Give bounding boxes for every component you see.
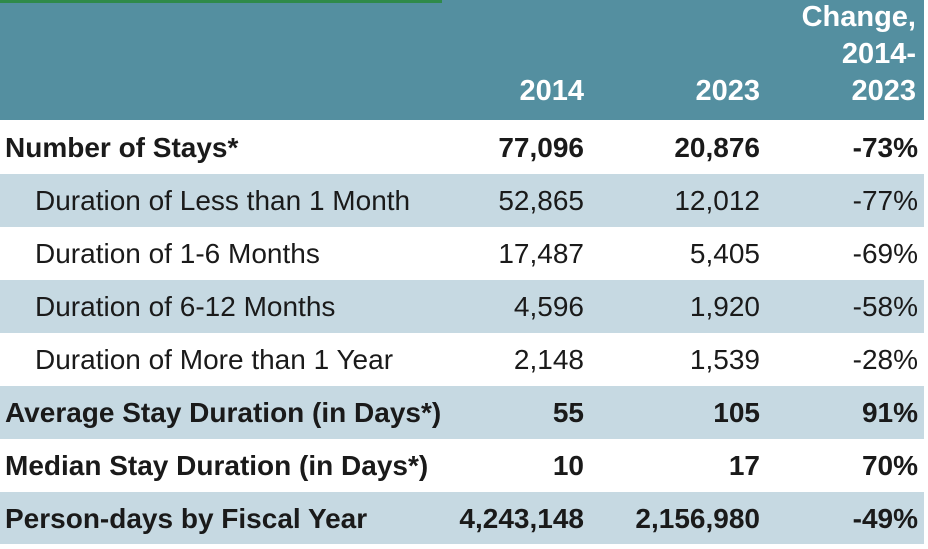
table-row-average-duration: Average Stay Duration (in Days*) 55 105 … bbox=[0, 386, 924, 439]
table-row-less-than-1-month: Duration of Less than 1 Month 52,865 12,… bbox=[0, 174, 924, 227]
table-header: 2014 2023 Change, 2014- 2023 bbox=[0, 0, 924, 120]
row-label: Person-days by Fiscal Year bbox=[5, 502, 368, 534]
table-row-person-days: Person-days by Fiscal Year 4,243,148 2,1… bbox=[0, 492, 924, 545]
value-2023: 1,539 bbox=[689, 343, 760, 375]
header-change-line3: 2023 bbox=[851, 75, 916, 107]
value-2023: 20,876 bbox=[674, 131, 760, 163]
header-change-line2: 2014- bbox=[841, 38, 916, 70]
value-change: -58% bbox=[852, 290, 918, 322]
value-2023: 2,156,980 bbox=[635, 502, 760, 534]
value-2014: 4,596 bbox=[513, 290, 584, 322]
row-label: Number of Stays* bbox=[5, 131, 239, 163]
row-label: Duration of More than 1 Year bbox=[35, 343, 394, 375]
row-label: Duration of 1-6 Months bbox=[35, 237, 320, 269]
value-2014: 55 bbox=[552, 396, 584, 428]
row-label: Duration of Less than 1 Month bbox=[35, 184, 411, 216]
value-2014: 4,243,148 bbox=[459, 502, 584, 534]
value-change: -69% bbox=[852, 237, 918, 269]
row-label: Median Stay Duration (in Days*) bbox=[5, 449, 429, 481]
table-row-number-of-stays: Number of Stays* 77,096 20,876 -73% bbox=[0, 121, 924, 174]
header-2014: 2014 bbox=[519, 75, 584, 107]
value-2023: 1,920 bbox=[689, 290, 760, 322]
value-change: -28% bbox=[852, 343, 918, 375]
header-2023: 2023 bbox=[695, 75, 760, 107]
value-2014: 77,096 bbox=[498, 131, 584, 163]
value-2014: 17,487 bbox=[498, 237, 584, 269]
value-2023: 5,405 bbox=[689, 237, 760, 269]
value-2023: 105 bbox=[713, 396, 760, 428]
value-2014: 2,148 bbox=[513, 343, 584, 375]
row-label: Average Stay Duration (in Days*) bbox=[5, 396, 442, 428]
table-row-1-6-months: Duration of 1-6 Months 17,487 5,405 -69% bbox=[0, 227, 924, 280]
header-change: Change, 2014- 2023 bbox=[802, 0, 916, 110]
value-2014: 52,865 bbox=[498, 184, 584, 216]
table-row-more-than-1-year: Duration of More than 1 Year 2,148 1,539… bbox=[0, 333, 924, 386]
value-2023: 12,012 bbox=[674, 184, 760, 216]
table-bottom-edge bbox=[0, 544, 924, 549]
value-change: -49% bbox=[852, 502, 918, 534]
table-row-6-12-months: Duration of 6-12 Months 4,596 1,920 -58% bbox=[0, 280, 924, 333]
value-2014: 10 bbox=[552, 449, 584, 481]
value-change: 70% bbox=[861, 449, 918, 481]
table-row-median-duration: Median Stay Duration (in Days*) 10 17 70… bbox=[0, 439, 924, 492]
value-change: 91% bbox=[861, 396, 918, 428]
value-change: -77% bbox=[852, 184, 918, 216]
row-label: Duration of 6-12 Months bbox=[35, 290, 336, 322]
selection-border bbox=[0, 0, 442, 3]
value-2023: 17 bbox=[728, 449, 760, 481]
value-change: -73% bbox=[852, 131, 918, 163]
header-change-line1: Change, bbox=[801, 1, 916, 33]
